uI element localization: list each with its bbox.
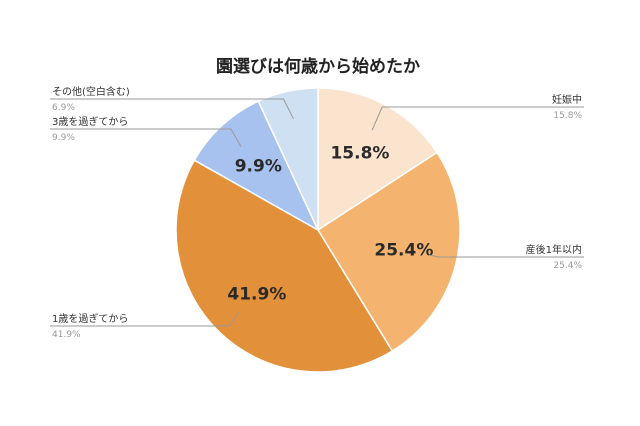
slice-5-name-label: その他(空白含む) [52,85,130,98]
slice-5-percent-label: 6.9% [52,103,75,113]
slice-3-value-label: 41.9% [227,284,286,304]
slice-4-percent-label: 9.9% [52,133,75,143]
slice-4-leader-line [50,128,242,147]
slice-4 [193,100,320,232]
slice-1-percent-label: 15.8% [553,111,582,121]
slice-1 [317,87,439,232]
slice-2-value-label: 25.4% [374,240,433,260]
slice-5-leader-line [50,98,294,120]
slice-value-labels: 15.8% 25.4% 41.9% 9.9% [227,144,433,305]
slice-2-name-label: 産後1年以内 [526,243,582,256]
outer-labels: 妊娠中 15.8% 産後1年以内 25.4% 1歳を過ぎてから 41.9% 3歳を過ぎてから… [52,85,582,340]
pie-slices [175,87,461,373]
slice-4-name-label: 3歳を過ぎてから [52,115,128,128]
slice-1-value-label: 15.8% [330,144,389,164]
chart-title: 園選びは何歳から始めたか [216,56,420,77]
slice-1-name-label: 妊娠中 [552,93,582,106]
slice-2-percent-label: 25.4% [553,261,582,271]
slice-1-leader-line [371,106,584,131]
slice-2 [316,151,461,353]
slice-4-value-label: 9.9% [235,156,282,176]
slice-3-leader-line [50,311,240,327]
slice-3-percent-label: 41.9% [52,330,81,340]
slice-2-leader-line [428,254,584,258]
leader-lines [50,98,584,327]
slice-3 [175,159,394,373]
slice-5 [257,87,319,231]
slice-3-name-label: 1歳を過ぎてから [52,312,128,325]
